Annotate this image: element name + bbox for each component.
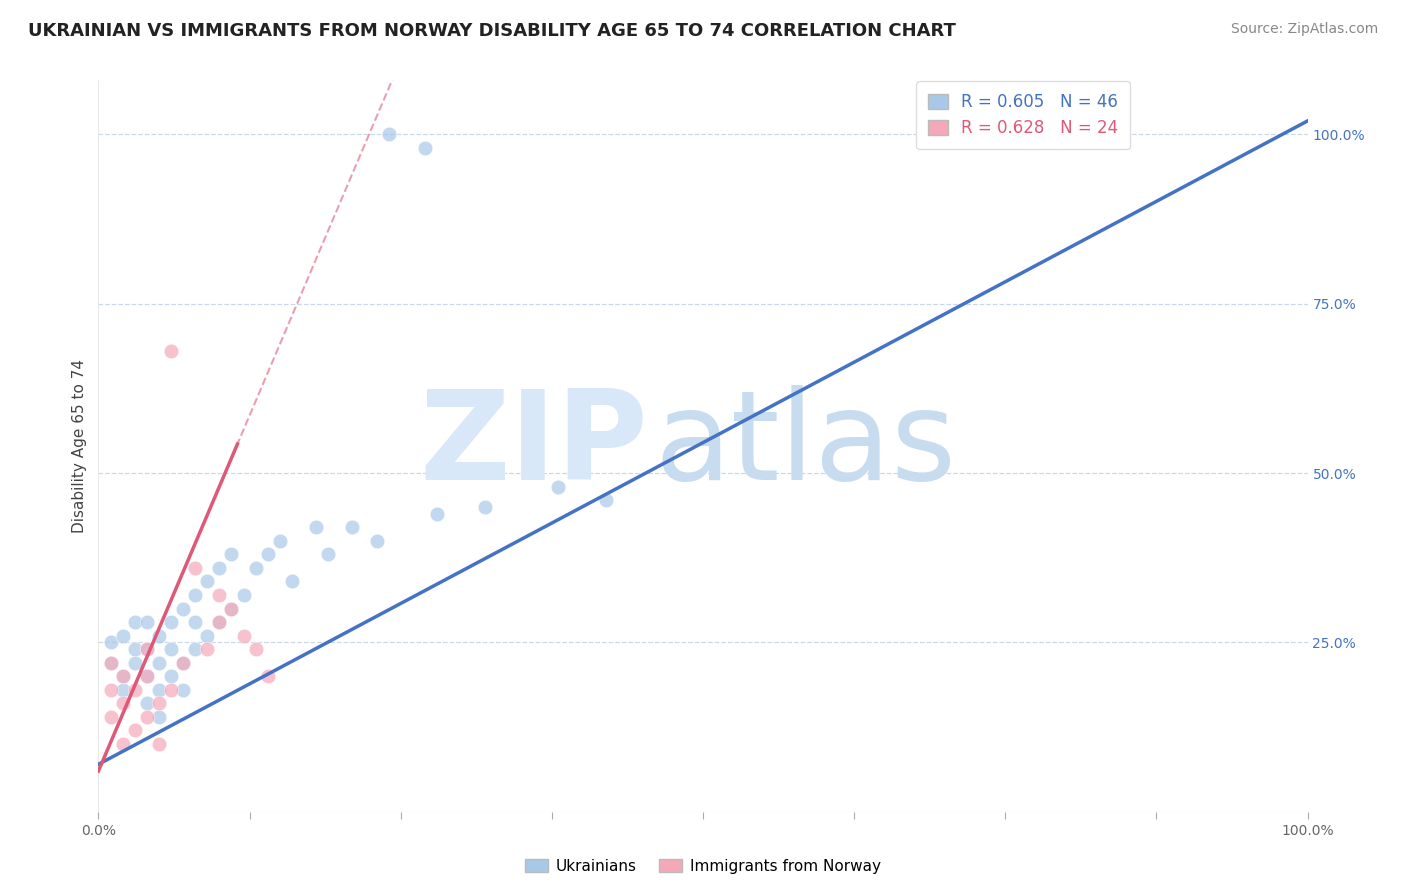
Point: [160, 615, 183, 629]
Point: [124, 656, 146, 670]
Text: Source: ZipAtlas.com: Source: ZipAtlas.com: [1230, 22, 1378, 37]
Point: [135, 669, 157, 683]
Point: [184, 588, 207, 602]
Point: [184, 615, 207, 629]
Point: [316, 547, 339, 561]
Point: [245, 561, 267, 575]
Point: [366, 533, 388, 548]
Point: [245, 642, 267, 657]
Point: [111, 682, 134, 697]
Point: [221, 601, 243, 615]
Point: [269, 533, 291, 548]
Point: [135, 642, 157, 657]
Point: [547, 480, 569, 494]
Point: [111, 737, 134, 751]
Point: [305, 520, 328, 534]
Text: atlas: atlas: [655, 385, 956, 507]
Point: [221, 547, 243, 561]
Point: [100, 635, 122, 649]
Point: [172, 656, 194, 670]
Point: [100, 710, 122, 724]
Point: [148, 682, 170, 697]
Point: [100, 656, 122, 670]
Point: [413, 141, 436, 155]
Point: [184, 642, 207, 657]
Point: [111, 697, 134, 711]
Point: [377, 128, 399, 142]
Point: [124, 682, 146, 697]
Point: [160, 642, 183, 657]
Point: [135, 615, 157, 629]
Point: [100, 682, 122, 697]
Point: [256, 669, 278, 683]
Point: [232, 629, 254, 643]
Legend: R = 0.605   N = 46, R = 0.628   N = 24: R = 0.605 N = 46, R = 0.628 N = 24: [917, 81, 1130, 149]
Point: [474, 500, 496, 514]
Legend: Ukrainians, Immigrants from Norway: Ukrainians, Immigrants from Norway: [519, 853, 887, 880]
Point: [195, 642, 218, 657]
Point: [111, 669, 134, 683]
Point: [208, 615, 231, 629]
Point: [160, 344, 183, 359]
Point: [195, 629, 218, 643]
Text: UKRAINIAN VS IMMIGRANTS FROM NORWAY DISABILITY AGE 65 TO 74 CORRELATION CHART: UKRAINIAN VS IMMIGRANTS FROM NORWAY DISA…: [28, 22, 956, 40]
Point: [184, 561, 207, 575]
Point: [148, 629, 170, 643]
Y-axis label: Disability Age 65 to 74: Disability Age 65 to 74: [72, 359, 87, 533]
Point: [195, 574, 218, 589]
Point: [111, 669, 134, 683]
Point: [124, 723, 146, 738]
Point: [148, 697, 170, 711]
Point: [232, 588, 254, 602]
Point: [160, 669, 183, 683]
Point: [221, 601, 243, 615]
Point: [172, 601, 194, 615]
Point: [100, 656, 122, 670]
Point: [281, 574, 304, 589]
Point: [426, 507, 449, 521]
Text: ZIP: ZIP: [420, 385, 648, 507]
Point: [342, 520, 364, 534]
Point: [124, 615, 146, 629]
Point: [135, 697, 157, 711]
Point: [148, 656, 170, 670]
Point: [256, 547, 278, 561]
Point: [172, 656, 194, 670]
Point: [124, 642, 146, 657]
Point: [135, 710, 157, 724]
Point: [208, 561, 231, 575]
Point: [208, 615, 231, 629]
Point: [160, 682, 183, 697]
Point: [111, 629, 134, 643]
Point: [135, 669, 157, 683]
Point: [148, 710, 170, 724]
Point: [148, 737, 170, 751]
Point: [595, 493, 617, 508]
Point: [135, 642, 157, 657]
Point: [172, 682, 194, 697]
Point: [208, 588, 231, 602]
